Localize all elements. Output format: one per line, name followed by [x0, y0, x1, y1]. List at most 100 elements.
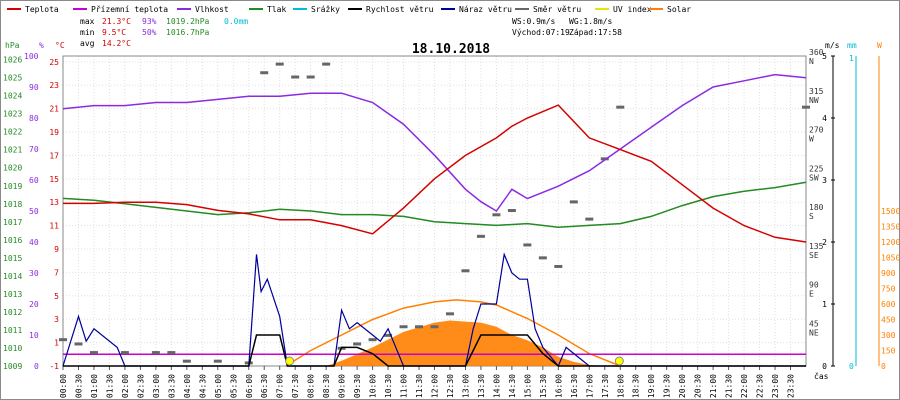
axis-tick-x: 11:00: [400, 374, 409, 398]
axis-tick-hpa: 1019: [3, 182, 22, 191]
legend-label: Vlhkost: [195, 5, 229, 14]
axis-tick-dir-label: NW: [809, 96, 819, 105]
stat-max-press: 1019.2hPa: [166, 17, 210, 26]
axis-tick-x: 18:00: [616, 374, 625, 398]
axis-tick-x: 21:00: [709, 374, 718, 398]
axis-tick-x: 05:00: [214, 374, 223, 398]
axis-tick-hpa: 1026: [3, 56, 22, 65]
axis-tick-hum: 90: [29, 83, 39, 92]
wind-dir-point: [492, 213, 501, 217]
axis-tick-temp: 17: [49, 151, 59, 160]
axis-tick-w: 750: [881, 285, 896, 294]
wind-dir-point: [430, 325, 439, 329]
axis-tick-ms: 5: [822, 52, 827, 61]
axis-tick-temp: 11: [49, 222, 59, 231]
stat-sunset: Západ:17:58: [569, 28, 622, 37]
stat-avg-temp: 14.2°C: [102, 39, 131, 48]
axis-tick-hpa: 1018: [3, 200, 22, 209]
axis-tick-temp: 7: [54, 268, 59, 277]
axis-tick-hum: 10: [29, 331, 39, 340]
wind-dir-point: [399, 325, 408, 329]
axis-tick-hpa: 1020: [3, 164, 22, 173]
axis-tick-x: 20:00: [678, 374, 687, 398]
stat-avg-label: avg: [80, 39, 95, 48]
axis-tick-x: 19:00: [647, 374, 656, 398]
axis-tick-x: 10:00: [369, 374, 378, 398]
axis-tick-w: 1500: [881, 207, 899, 216]
wind-dir-point: [59, 338, 67, 342]
axis-tick-hum: 0: [34, 362, 39, 371]
wind-dir-point: [523, 243, 532, 247]
wind-dir-point: [445, 312, 454, 316]
wind-dir-point: [368, 338, 377, 342]
axis-tick-hpa: 1021: [3, 146, 22, 155]
axis-tick-x: 17:00: [585, 374, 594, 398]
axis-tick-hum: 40: [29, 238, 39, 247]
axis-tick-w: 0: [881, 362, 886, 371]
wind-dir-point: [213, 359, 222, 363]
axis-tick-x: 16:30: [570, 374, 579, 398]
axis-tick-w: 1350: [881, 223, 899, 232]
axis-tick-dir-label: E: [809, 290, 814, 299]
axis-tick-x: 15:00: [523, 374, 532, 398]
axis-tick-dir-label: SW: [809, 173, 819, 182]
axis-tick-ms: 1: [822, 300, 827, 309]
axis-tick-temp: 13: [49, 198, 59, 207]
axis-tick-x: 03:00: [152, 374, 161, 398]
axis-tick-hum: 80: [29, 114, 39, 123]
axis-tick-hpa: 1012: [3, 308, 22, 317]
axis-tick-hum: 20: [29, 300, 39, 309]
wind-dir-point: [353, 342, 362, 346]
legend-label: Směr větru: [533, 5, 581, 14]
wind-dir-point: [415, 325, 424, 329]
temperature-line: [63, 104, 807, 243]
wind-dir-point: [151, 351, 160, 355]
axis-tick-x: 15:30: [539, 374, 548, 398]
pressure-line: [62, 181, 807, 228]
legend-label: Srážky: [311, 5, 340, 14]
axis-tick-x: 12:00: [431, 374, 440, 398]
axis-tick-x: 23:00: [771, 374, 780, 398]
axis-tick-x: 06:00: [245, 374, 254, 398]
axis-tick-temp: 15: [49, 175, 59, 184]
axis-tick-x: 04:00: [183, 374, 192, 398]
axis-tick-w: 450: [881, 316, 896, 325]
axis-tick-mm: 0: [849, 362, 854, 371]
axis-tick-x: 06:30: [260, 374, 269, 398]
axis-tick-w: 150: [881, 347, 896, 356]
solar-area: [326, 320, 605, 366]
axis-tick-x: 04:30: [198, 374, 207, 398]
axis-unit-mm: mm: [847, 41, 857, 50]
wind-dir-point: [120, 351, 129, 355]
stat-min-press: 1016.7hPa: [166, 28, 210, 37]
axis-tick-dir-deg: 45: [809, 319, 819, 328]
legend-label: Rychlost větru: [366, 5, 434, 14]
axis-tick-dir-deg: 360: [809, 48, 824, 57]
axis-tick-hum: 60: [29, 176, 39, 185]
wind-dir-point: [167, 351, 176, 355]
wind-dir-point: [600, 157, 609, 161]
axis-tick-x: 22:30: [756, 374, 765, 398]
axis-unit-hum: %: [39, 41, 44, 50]
axis-tick-x: 07:00: [276, 374, 285, 398]
axis-tick-hpa: 1014: [3, 272, 22, 281]
wind-speed-line: [63, 334, 806, 367]
axis-tick-ms: 4: [822, 114, 827, 123]
axis-tick-dir-deg: 270: [809, 126, 824, 135]
wind-dir-point: [306, 75, 315, 79]
wind-dir-point: [569, 200, 578, 204]
axis-tick-x: 16:00: [554, 374, 563, 398]
axis-tick-hpa: 1011: [3, 326, 22, 335]
axis-tick-dir-deg: 315: [809, 87, 824, 96]
axis-tick-dir-deg: 225: [809, 164, 824, 173]
axis-tick-hpa: 1009: [3, 362, 22, 371]
legend-label: Náraz větru: [459, 5, 512, 14]
axis-tick-temp: -1: [49, 362, 59, 371]
axis-tick-x: 00:00: [59, 374, 68, 398]
wind-dir-point: [291, 75, 300, 79]
axis-tick-temp: 25: [49, 58, 59, 67]
axis-tick-temp: 1: [54, 339, 59, 348]
axis-tick-hum: 50: [29, 207, 39, 216]
